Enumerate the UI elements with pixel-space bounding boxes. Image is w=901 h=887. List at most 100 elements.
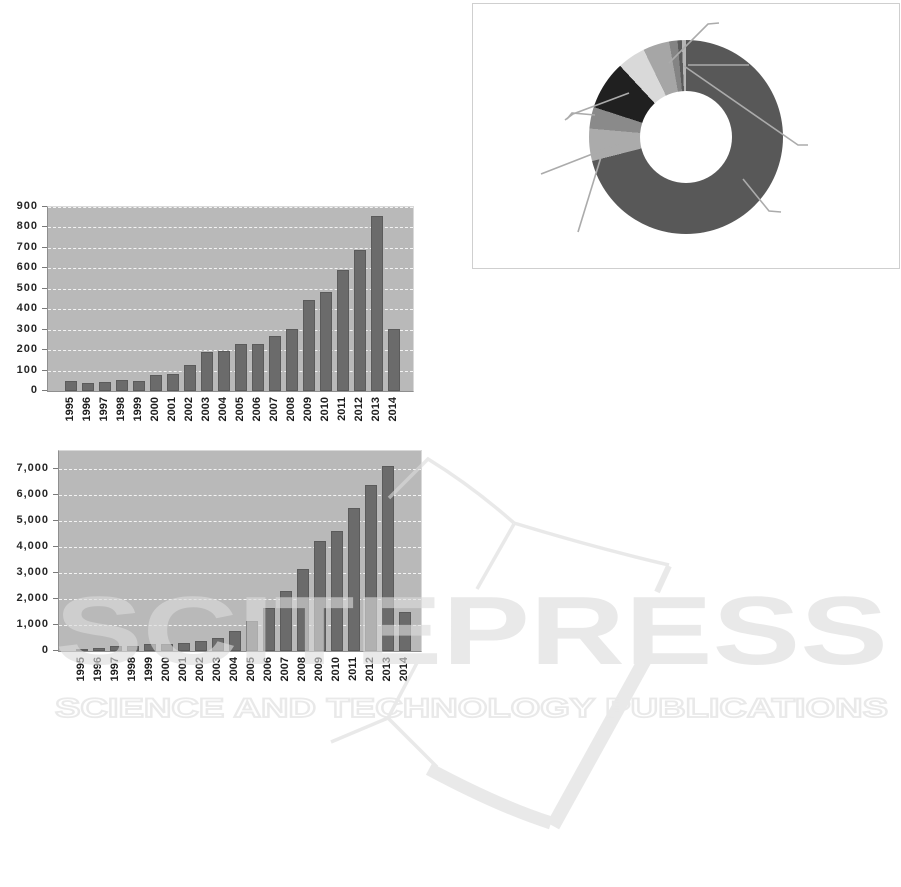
bar-2000 (149, 375, 162, 391)
x-tick-label: 2013 (380, 657, 393, 682)
y-tick-mark (53, 494, 58, 495)
bar-2010 (320, 292, 333, 391)
x-tick-label: 2008 (295, 657, 308, 682)
x-tick-label: 2005 (234, 397, 247, 422)
y-tick-label: 500 (16, 281, 38, 294)
y-tick-mark (53, 546, 58, 547)
x-tick-label: 2009 (312, 657, 325, 682)
x-tick-label: 2012 (363, 657, 376, 682)
y-tick-mark (53, 520, 58, 521)
bar-2010 (330, 531, 343, 651)
y-tick-label: 7,000 (16, 462, 49, 474)
bar-2003 (211, 638, 224, 651)
bird-back-stroke (513, 521, 670, 567)
x-tick-label: 2005 (244, 657, 257, 682)
bar-1999 (132, 381, 145, 391)
x-tick-label: 1996 (80, 397, 93, 422)
bar-1996 (92, 648, 105, 651)
x-tick-label: 2010 (319, 397, 332, 422)
donut-callout-line (577, 156, 602, 233)
y-tick-mark (42, 390, 47, 391)
gridline (59, 469, 421, 470)
bar-2002 (194, 641, 207, 651)
y-tick-label: 300 (16, 322, 38, 335)
gridline (48, 350, 413, 352)
y-tick-mark (42, 369, 47, 371)
y-tick-label: 200 (16, 343, 38, 356)
y-tick-label: 800 (16, 220, 38, 233)
bar-1997 (109, 646, 122, 651)
x-tick-label: 2001 (165, 397, 178, 422)
bar-2004 (217, 351, 230, 391)
y-tick-label: 1,000 (16, 618, 49, 630)
x-tick-label: 1998 (114, 397, 127, 422)
donut-callout-line (683, 65, 808, 146)
x-tick-label: 1995 (63, 397, 76, 422)
gridline (59, 573, 421, 574)
x-tick-label: 2009 (302, 397, 315, 422)
y-tick-mark (53, 572, 58, 573)
y-tick-mark (42, 267, 47, 269)
x-tick-label: 1997 (108, 657, 121, 682)
bar-2008 (286, 329, 299, 391)
x-tick-label: 2002 (182, 397, 195, 422)
y-tick-label: 0 (41, 644, 49, 656)
bar-1996 (81, 383, 94, 391)
bird-body-fold-stroke (475, 523, 516, 590)
bar-2009 (303, 300, 316, 391)
x-tick-label: 2008 (285, 397, 298, 422)
bar-2004 (228, 631, 241, 651)
x-tick-label: 2006 (251, 397, 264, 422)
x-tick-label: 2013 (370, 397, 383, 422)
bird-base-curve-stroke (425, 763, 553, 830)
x-tick-label: 1999 (142, 657, 155, 682)
bar-1995 (64, 381, 77, 391)
bird-tail-fold-stroke (330, 715, 439, 769)
y-tick-label: 700 (16, 240, 38, 253)
bird-neck-stroke (546, 652, 654, 830)
bar-2008 (296, 569, 309, 651)
x-tick-label: 2006 (261, 657, 274, 682)
y-tick-mark (42, 246, 47, 248)
bar-1995 (75, 649, 88, 651)
x-tick-label: 2000 (148, 397, 161, 422)
y-tick-label: 900 (16, 200, 38, 212)
bar-2006 (252, 344, 265, 391)
y-tick-mark (53, 624, 58, 625)
y-tick-mark (42, 328, 47, 330)
gridline (48, 309, 413, 311)
gridline (59, 495, 421, 496)
bar-2013 (381, 466, 394, 651)
gridline (59, 599, 421, 600)
donut-callout-line (668, 22, 720, 64)
donut-callout-line (540, 143, 619, 175)
y-tick-mark (53, 650, 58, 651)
y-tick-mark (42, 349, 47, 351)
y-tick-mark (53, 468, 58, 469)
donut-chart-panel (472, 3, 900, 269)
gridline (48, 370, 413, 372)
x-tick-label: 2002 (193, 657, 206, 682)
x-tick-label: 2000 (159, 657, 172, 682)
bar-1998 (126, 646, 139, 651)
bar-2001 (166, 374, 179, 391)
x-tick-label: 2014 (387, 397, 400, 422)
bar-2003 (200, 352, 213, 391)
bar-2002 (183, 365, 196, 391)
bird-head-fold-stroke (654, 564, 672, 594)
bar-2007 (269, 336, 282, 391)
x-tick-label: 1995 (74, 657, 87, 682)
bar-2005 (235, 344, 248, 391)
y-tick-label: 0 (30, 384, 38, 396)
x-tick-label: 2011 (336, 397, 349, 421)
donut-callout-line (566, 112, 596, 120)
bar-2012 (364, 485, 377, 651)
bar-2013 (371, 216, 384, 391)
bar-2001 (177, 643, 190, 651)
y-tick-label: 5,000 (16, 514, 49, 526)
y-tick-label: 3,000 (16, 566, 49, 578)
bar-1998 (115, 380, 128, 391)
donut-callout-lines (540, 22, 808, 233)
y-tick-label: 6,000 (16, 488, 49, 500)
x-tick-label: 2004 (216, 397, 229, 422)
